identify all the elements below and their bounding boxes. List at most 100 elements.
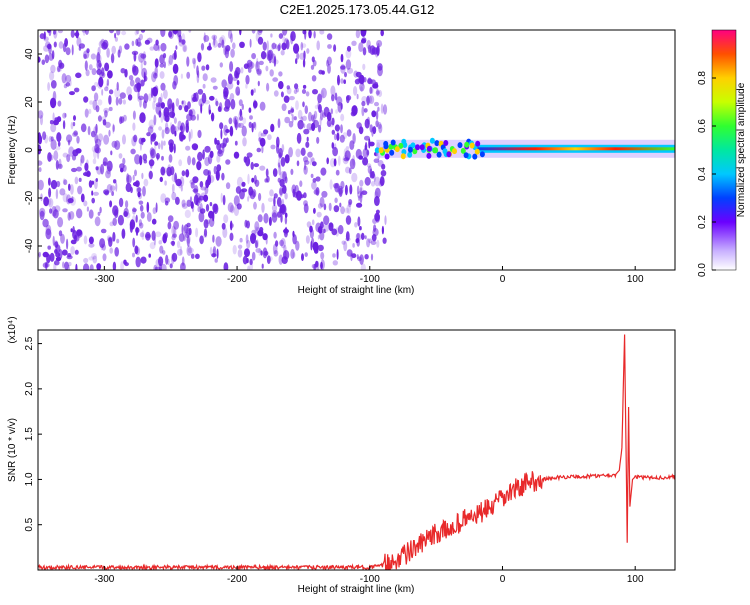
spectrogram-cell [340, 124, 343, 134]
spectrogram-cell [212, 246, 217, 257]
spectrogram-cell [262, 247, 268, 259]
spectrogram-cell [281, 103, 287, 112]
spectrogram-cell [146, 132, 151, 137]
spectrogram-cell [254, 226, 259, 237]
spectrogram-cell [276, 197, 282, 207]
spectrogram-cell [331, 228, 338, 236]
spectrogram-cell [43, 196, 49, 207]
spectrogram-cell [175, 45, 178, 50]
spectrogram-cell [248, 121, 252, 129]
spectrogram-cell [148, 170, 153, 180]
spectrogram-cell [209, 150, 214, 159]
spectrogram-cell [83, 200, 88, 207]
spectrogram-cell [93, 191, 99, 196]
spectrogram-cell [64, 113, 67, 118]
spectrogram-cell [104, 110, 108, 118]
spectrogram-cell [256, 68, 262, 75]
spectrogram-cell [60, 233, 65, 244]
spectrogram-cell [188, 227, 192, 236]
spectrogram-cell [317, 235, 320, 240]
spectrogram-cell [56, 180, 61, 188]
spectrogram-cell [186, 235, 190, 247]
spectrogram-cell [59, 188, 66, 196]
spectrogram-cell [361, 37, 367, 43]
spectrogram-cell [162, 53, 167, 59]
spectrogram-cell [115, 182, 118, 192]
spectrogram-cell [351, 253, 357, 259]
snr-frame [37, 329, 676, 571]
spectrogram-cell [311, 161, 317, 167]
spectrogram-cell [311, 114, 314, 122]
spectrogram-cell [360, 86, 363, 92]
spectrogram-cell [183, 232, 187, 242]
spectrogram-cell [323, 215, 330, 225]
spectrogram-cell [326, 33, 333, 40]
spectrogram-cell [150, 148, 156, 159]
spectrogram-cell [190, 253, 195, 259]
spectrogram-cell [148, 119, 155, 129]
snr-x-label: Height of straight line (km) [298, 584, 415, 595]
spectrogram-cell [139, 112, 146, 124]
spectrogram-cell [145, 234, 151, 239]
spectrogram-cell [295, 58, 298, 65]
spectrogram-cell [126, 174, 132, 184]
spectrogram-cell [321, 70, 325, 75]
spectrogram-cell [91, 85, 96, 92]
spectrogram-cell [62, 208, 68, 213]
spectrogram-cell [301, 253, 304, 261]
spectrogram-cell [53, 41, 57, 48]
spectrogram-cell [320, 87, 327, 99]
spectrogram-cell [229, 125, 234, 137]
spectrogram-cell [95, 105, 100, 113]
spectrogram-cell [154, 141, 159, 146]
spectrogram-cell [205, 64, 210, 71]
spectrogram-cell [377, 122, 382, 130]
spectrogram-cell [106, 184, 113, 193]
spectrogram-cell [114, 32, 117, 39]
signal-blob [443, 140, 449, 146]
spectrogram-cell [330, 85, 336, 97]
signal-core [475, 147, 675, 151]
spectrogram-cell [130, 148, 136, 155]
spectrogram-cell [176, 240, 181, 249]
spectrogram-cell [376, 46, 380, 56]
spectrogram-cell [190, 181, 195, 189]
spectrogram-cell [90, 130, 96, 138]
spectrogram-cell [348, 167, 352, 175]
spectrogram-cell [358, 155, 364, 160]
spectrogram-cell [331, 129, 335, 135]
spectrogram-cell [257, 229, 264, 237]
spectrogram-cell [257, 214, 263, 223]
spectrogram-cell [367, 165, 372, 174]
spectrogram-cell [99, 238, 106, 249]
spectrogram-cell [375, 110, 379, 121]
spectrogram-cell [284, 154, 290, 164]
spectrogram-cell [204, 145, 211, 153]
spectrogram-cell [361, 75, 365, 86]
spectrogram-cell [57, 100, 62, 107]
spectrogram-cell [280, 91, 284, 98]
spectrogram-cell [381, 225, 384, 235]
spectrogram-cell [109, 200, 113, 208]
spectrogram-cell [152, 207, 157, 215]
signal-blob [394, 146, 400, 153]
spectrogram-cell [62, 120, 66, 130]
spectrogram-cell [361, 190, 368, 195]
spectrogram-cell [306, 48, 310, 54]
spectrogram-cell [83, 257, 89, 264]
spectrogram-cell [106, 47, 110, 58]
spectrogram-cell [151, 230, 156, 241]
spectrogram-cell [181, 100, 187, 108]
spectrogram-cell [255, 226, 261, 235]
spectrogram-cell [163, 89, 168, 100]
spectrogram-cell [303, 192, 307, 199]
signal-blob [463, 152, 469, 159]
spectrogram-cell [128, 75, 134, 81]
spectrogram-cell [356, 202, 363, 208]
spectrogram-cell [230, 48, 235, 58]
signal-blob [412, 148, 418, 155]
spectrogram-cell [67, 212, 71, 221]
spectrogram-cell [265, 168, 269, 178]
spectrogram-cell [334, 124, 340, 132]
spectrogram-cell [142, 153, 148, 161]
